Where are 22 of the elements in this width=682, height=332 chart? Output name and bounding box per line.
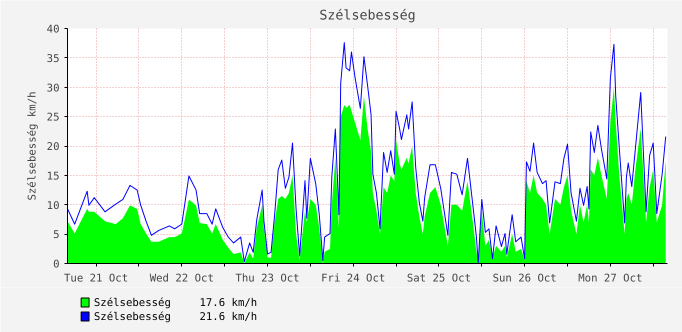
y-tick-label: 25 bbox=[46, 110, 60, 124]
legend-label: Szélsebesség bbox=[94, 296, 171, 309]
y-tick-label: 5 bbox=[53, 228, 60, 242]
y-tick-label: 15 bbox=[46, 169, 60, 182]
y-tick-label: 20 bbox=[46, 140, 60, 153]
y-tick-label: 35 bbox=[46, 52, 60, 65]
chart-title: Szélsebesség bbox=[319, 8, 416, 24]
y-tick-label: 30 bbox=[46, 81, 60, 94]
text: 21.6 km/h bbox=[199, 310, 258, 323]
y-tick-label: 10 bbox=[46, 198, 60, 212]
x-tick-label: Wed 22 Oct bbox=[150, 272, 214, 284]
y-axis-title: Szélsebesség km/h bbox=[26, 91, 39, 201]
y-tick-label: 0 bbox=[53, 258, 60, 270]
y-tick-label: 40 bbox=[46, 22, 60, 36]
x-tick-label: Thu 23 Oct bbox=[235, 272, 300, 284]
legend-label: Szélsebesség bbox=[94, 310, 171, 323]
x-tick-label: Sat 25 Oct bbox=[406, 272, 472, 284]
text: 17.6 km/h bbox=[199, 296, 258, 309]
x-tick-label: Mon 27 Oct bbox=[578, 272, 642, 284]
x-tick-label: Fri 24 Oct bbox=[321, 272, 386, 284]
x-tick-label: Sun 26 Oct bbox=[492, 272, 557, 284]
x-tick-label: Tue 21 Oct bbox=[64, 272, 128, 284]
